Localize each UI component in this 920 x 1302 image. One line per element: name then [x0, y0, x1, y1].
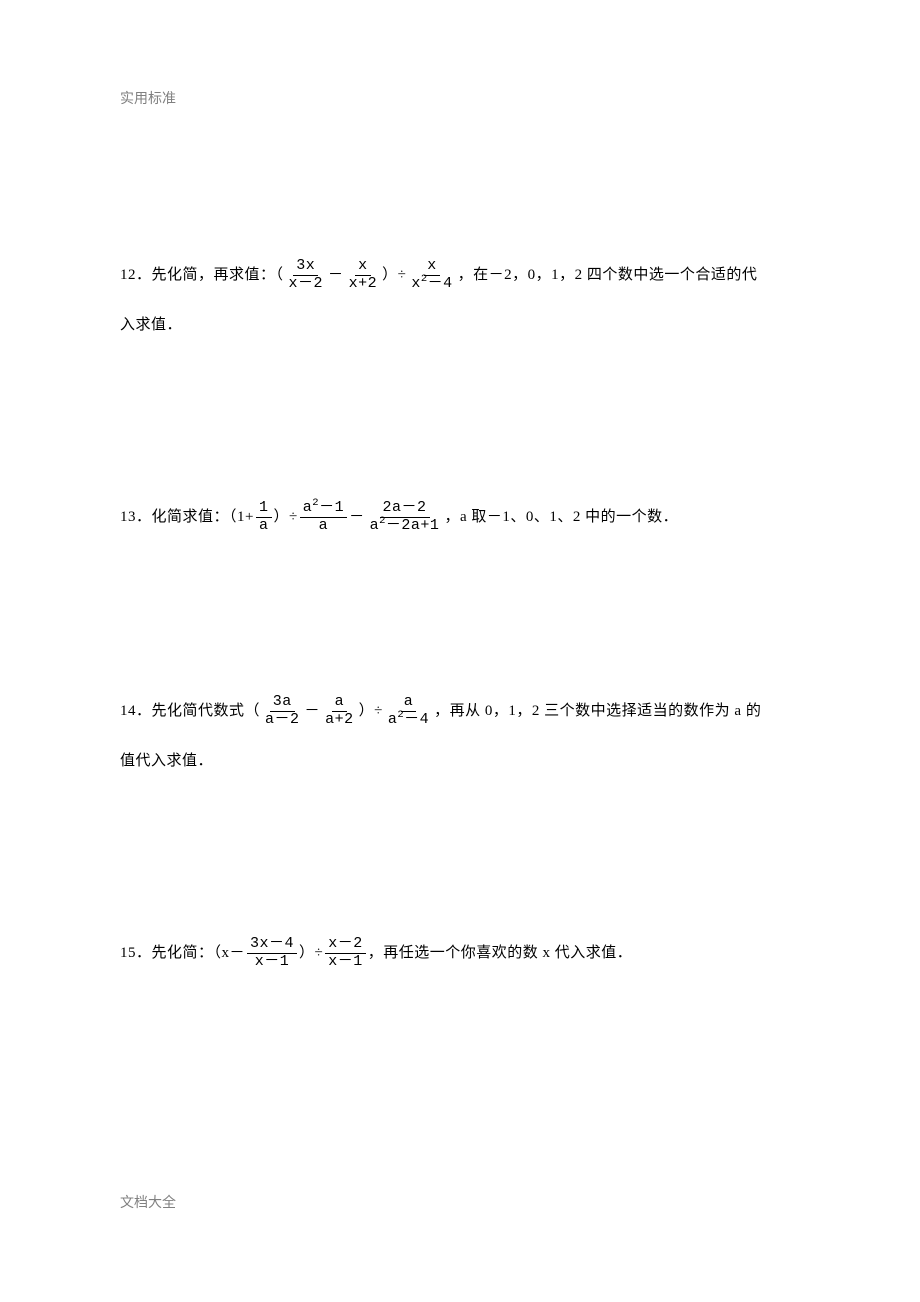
- denominator: a2－2a+1: [367, 518, 443, 535]
- problem-15: 15． 先化简：（x－ 3x－4 x－1 ）÷ x－2 x－1 ，再任选一个你喜…: [120, 936, 800, 970]
- denominator: a2－4: [385, 712, 432, 729]
- problem-text: ，再任选一个你喜欢的数 x 代入求值．: [368, 938, 633, 968]
- problem-number: 12．: [120, 260, 152, 290]
- problem-text: ，在－2，0，1，2 四个数中选一个合适的代: [458, 260, 758, 290]
- problem-14: 14． 先化简代数式（ 3a a－2 － a a+2 ）÷ a a2－4 ，再从…: [120, 694, 800, 776]
- denominator: a+2: [322, 712, 357, 729]
- fraction: a2－1 a: [300, 500, 347, 534]
- numerator: x－2: [325, 936, 366, 954]
- problem-12: 12． 先化简，再求值：（ 3x x－2 － x x+2 ）÷ x x2－4 ，…: [120, 258, 800, 340]
- fraction: 3x x－2: [286, 258, 327, 292]
- fraction: x－2 x－1: [325, 936, 366, 970]
- problem-text-line2: 值代入求值．: [120, 746, 800, 776]
- fraction: a a+2: [322, 694, 357, 728]
- problem-number: 14．: [120, 696, 152, 726]
- fraction: 3a a－2: [262, 694, 303, 728]
- denominator: a－2: [262, 712, 303, 729]
- denominator: x2－4: [408, 276, 455, 293]
- problem-13: 13． 化简求值：（1+ 1 a ）÷ a2－1 a － 2a－2 a2－2a+…: [120, 500, 800, 534]
- denominator: a: [316, 518, 332, 535]
- fraction: a a2－4: [385, 694, 432, 728]
- denominator: x－1: [325, 954, 366, 971]
- problem-text: 先化简：（x－: [152, 938, 246, 968]
- denominator: a: [256, 518, 272, 535]
- numerator: 3a: [270, 694, 295, 712]
- denominator: x+2: [346, 276, 381, 293]
- separator: －: [328, 260, 344, 290]
- problem-text-line2: 入求值．: [120, 310, 800, 340]
- problem-text: 化简求值：（1+: [152, 502, 254, 532]
- problem-text: 先化简，再求值：（: [152, 260, 284, 290]
- numerator: a2－1: [300, 500, 347, 518]
- numerator: 3x: [293, 258, 318, 276]
- numerator: 2a－2: [380, 500, 430, 518]
- problem-text: ，再从 0，1，2 三个数中选择适当的数作为 a 的: [434, 696, 761, 726]
- numerator: x: [355, 258, 371, 276]
- fraction: x x2－4: [408, 258, 455, 292]
- problem-text: ）÷: [299, 938, 323, 968]
- problem-number: 15．: [120, 938, 152, 968]
- fraction: 1 a: [256, 500, 272, 534]
- problem-text: ，a 取－1、0、1、2 中的一个数．: [444, 502, 678, 532]
- numerator: 3x－4: [247, 936, 297, 954]
- separator: －: [305, 696, 321, 726]
- denominator: x－1: [252, 954, 293, 971]
- problem-text: 先化简代数式（: [152, 696, 261, 726]
- fraction: x x+2: [346, 258, 381, 292]
- problem-text: ）÷: [382, 260, 406, 290]
- problem-text: ）÷: [274, 502, 298, 532]
- denominator: x－2: [286, 276, 327, 293]
- problem-number: 13．: [120, 502, 152, 532]
- page-footer: 文档大全: [120, 1192, 176, 1212]
- problem-text: ）÷: [359, 696, 383, 726]
- problem-text: －: [349, 502, 365, 532]
- page-header: 实用标准: [120, 88, 800, 108]
- fraction: 3x－4 x－1: [247, 936, 297, 970]
- numerator: 1: [256, 500, 272, 518]
- fraction: 2a－2 a2－2a+1: [367, 500, 443, 534]
- numerator: a: [332, 694, 348, 712]
